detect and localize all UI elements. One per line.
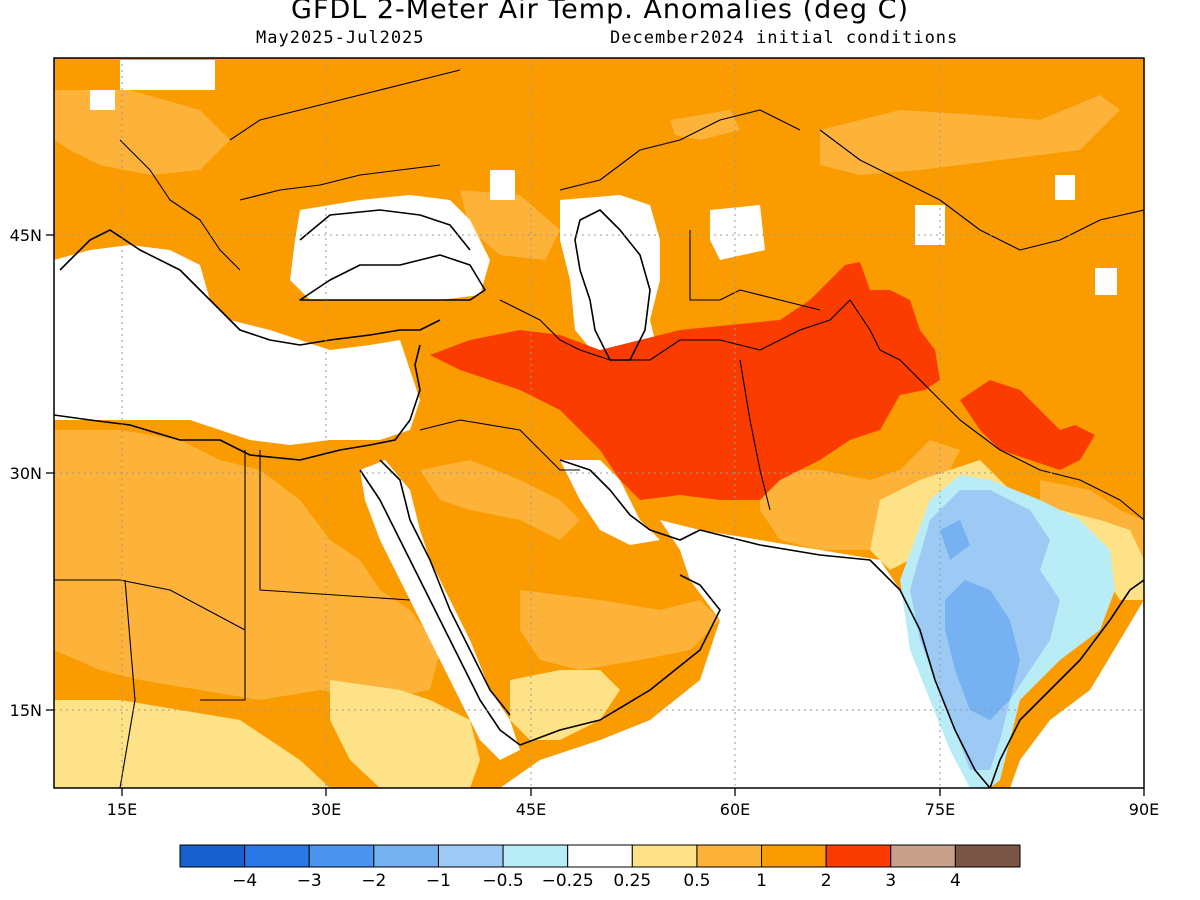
colorbar-label: −3 <box>297 871 322 891</box>
colorbar-swatch <box>825 844 892 868</box>
lat-tick-label: 15N <box>10 701 42 720</box>
colorbar-swatch <box>890 844 956 868</box>
country-borders <box>54 69 1144 788</box>
lon-tick-label: 45E <box>516 800 546 819</box>
colorbar-swatch <box>954 844 1021 868</box>
anomaly-2-3-fill <box>430 262 1095 500</box>
lon-tick-label: 90E <box>1129 800 1159 819</box>
colorbar-swatch <box>437 844 504 868</box>
colorbar-swatch <box>567 844 633 868</box>
lon-tick-label: 30E <box>311 800 341 819</box>
colorbar-label: 2 <box>821 871 832 891</box>
colorbar-swatch <box>502 844 569 868</box>
lat-tick-label: 30N <box>10 464 42 483</box>
initial-conditions: December2024 initial conditions <box>610 28 959 48</box>
axis-ticks <box>46 234 1145 796</box>
colorbar-label: −4 <box>232 871 257 891</box>
lon-tick-labels: 15E 30E 45E 60E 75E 90E <box>107 800 1159 819</box>
colorbar-label: −1 <box>426 871 451 891</box>
colorbar-swatch <box>696 844 763 868</box>
map-area <box>54 58 1144 788</box>
colorbar: −4 −3 −2 −1 −0.5 −0.25 0.25 0.5 1 2 3 4 <box>179 844 1021 891</box>
colorbar-label: 4 <box>950 871 961 891</box>
colorbar-swatch <box>373 844 439 868</box>
forecast-period: May2025-Jul2025 <box>256 28 425 48</box>
lon-tick-label: 60E <box>720 800 750 819</box>
anomaly-near-zero-fill <box>54 60 1144 788</box>
colorbar-swatch <box>631 844 698 868</box>
colorbar-swatch <box>761 844 827 868</box>
lon-tick-label: 15E <box>107 800 137 819</box>
colorbar-label: 0.5 <box>683 871 710 891</box>
colorbar-swatch <box>308 844 375 868</box>
lat-tick-label: 45N <box>10 226 42 245</box>
colorbar-label: 1 <box>756 871 767 891</box>
colorbar-label: −0.5 <box>482 871 523 891</box>
lon-tick-label: 75E <box>925 800 955 819</box>
graticule <box>54 58 1144 788</box>
map-title: GFDL 2-Meter Air Temp. Anomalies (deg C) <box>291 0 909 25</box>
anomaly-negative-fill <box>900 475 1115 788</box>
lat-tick-labels: 45N 30N 15N <box>10 226 42 720</box>
colorbar-swatch <box>244 844 310 868</box>
map-frame <box>53 57 1145 789</box>
colorbar-label: −2 <box>361 871 386 891</box>
colorbar-label: −0.25 <box>542 871 594 891</box>
colorbar-label: 3 <box>885 871 896 891</box>
colorbar-swatch <box>179 844 246 868</box>
colorbar-label: 0.25 <box>613 871 651 891</box>
